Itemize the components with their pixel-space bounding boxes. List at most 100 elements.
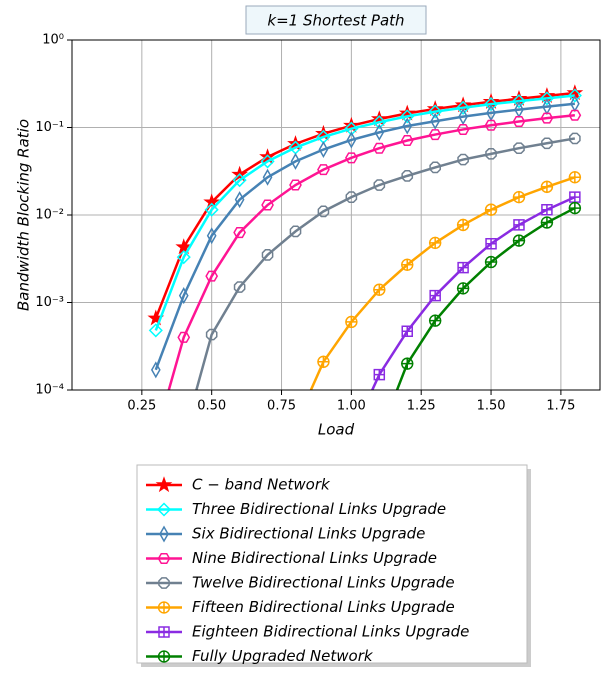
data-point	[317, 164, 330, 176]
data-point	[513, 219, 525, 231]
data-point	[318, 141, 329, 159]
series-line	[167, 114, 575, 390]
data-point	[345, 191, 358, 203]
grid	[72, 39, 600, 391]
data-point	[567, 88, 582, 103]
data-point	[428, 236, 442, 250]
data-point	[345, 152, 358, 164]
data-point	[374, 123, 385, 141]
data-point	[374, 430, 385, 441]
data-point	[317, 205, 330, 218]
series-line	[154, 91, 575, 319]
data-point	[456, 218, 470, 232]
data-point	[262, 168, 273, 186]
data-point	[568, 170, 582, 184]
data-point	[400, 135, 414, 147]
data-point	[150, 431, 161, 441]
data-point	[485, 148, 497, 160]
legend-label: Nine Bidirectional Links Upgrade	[192, 549, 437, 567]
data-point	[175, 238, 193, 255]
data-point	[234, 191, 245, 209]
data-point	[373, 179, 386, 191]
data-point	[317, 355, 330, 369]
x-tick-label: 0.25	[127, 399, 156, 414]
data-point	[484, 255, 498, 269]
data-point	[456, 100, 471, 115]
y-axis-label: Bandwidth Blocking Ratio	[15, 119, 33, 311]
data-point	[204, 202, 219, 217]
data-point	[429, 289, 441, 302]
data-point	[400, 258, 414, 272]
data-point	[540, 112, 554, 124]
legend-marker	[156, 502, 172, 517]
x-tick-label: 1.75	[546, 399, 575, 414]
legend-label: Three Bidirectional Links Upgrade	[192, 500, 446, 518]
y-tick-label: 10⁻⁴	[35, 383, 64, 398]
data-point	[233, 281, 246, 293]
y-tick-label: 10⁻²	[35, 208, 64, 223]
data-point	[400, 109, 415, 124]
data-point	[177, 331, 191, 343]
data-point	[260, 154, 275, 169]
data-point	[511, 94, 527, 109]
data-point	[457, 261, 469, 274]
legend-label: Six Bidirectional Links Upgrade	[192, 525, 425, 543]
y-tick-label: 10⁰	[42, 33, 64, 48]
data-point	[569, 191, 581, 203]
data-point	[179, 431, 189, 441]
data-point	[178, 287, 189, 305]
data-point	[372, 115, 387, 130]
data-point	[176, 250, 191, 265]
data-point	[261, 199, 274, 211]
data-point	[289, 179, 302, 191]
title-box	[245, 5, 427, 35]
data-point	[428, 104, 443, 119]
data-point	[541, 203, 553, 216]
legend-label: Fifteen Bidirectional Links Upgrade	[192, 598, 455, 616]
data-point	[401, 170, 414, 182]
data-point	[485, 237, 497, 250]
data-point	[512, 234, 526, 247]
legend-label: C − band Network	[192, 476, 331, 494]
legend-marker	[157, 650, 171, 663]
data-point	[513, 142, 525, 155]
data-point	[373, 368, 386, 381]
data-point	[150, 361, 161, 379]
x-tick-label: 1.50	[477, 399, 506, 414]
data-point	[457, 153, 469, 166]
legend: C − band Network Three Bidirectional Link…	[146, 476, 469, 665]
chart-title: k=1 Shortest Path	[267, 12, 404, 30]
data-point	[540, 216, 554, 229]
data-point	[372, 142, 386, 154]
x-tick-label: 1.25	[407, 399, 436, 414]
data-point	[456, 282, 470, 295]
data-point	[345, 315, 358, 329]
y-tick-label: 10⁻¹	[35, 120, 64, 135]
data-point	[569, 132, 581, 145]
data-point	[148, 323, 163, 338]
x-tick-label: 0.75	[267, 399, 296, 414]
data-point	[540, 180, 554, 194]
data-point	[512, 116, 526, 128]
legend-marker	[158, 577, 170, 589]
data-point	[456, 123, 470, 135]
data-point	[429, 161, 442, 174]
series-line	[154, 102, 575, 371]
x-axis-label: Load	[318, 421, 355, 439]
legend-box	[136, 464, 528, 664]
data-point	[289, 225, 302, 238]
data-point	[539, 91, 554, 106]
data-point	[290, 152, 301, 170]
legend-label: Eighteen Bidirectional Links Upgrade	[192, 623, 469, 641]
data-point	[400, 357, 414, 370]
series-line	[370, 195, 576, 390]
y-tick-label: 10⁻³	[35, 295, 64, 310]
data-point	[261, 249, 274, 261]
legend-label: Twelve Bidirectional Links Upgrade	[192, 574, 455, 592]
series-line	[154, 94, 575, 331]
data-point	[428, 129, 442, 141]
data-point	[512, 190, 526, 204]
data-point	[402, 117, 413, 135]
